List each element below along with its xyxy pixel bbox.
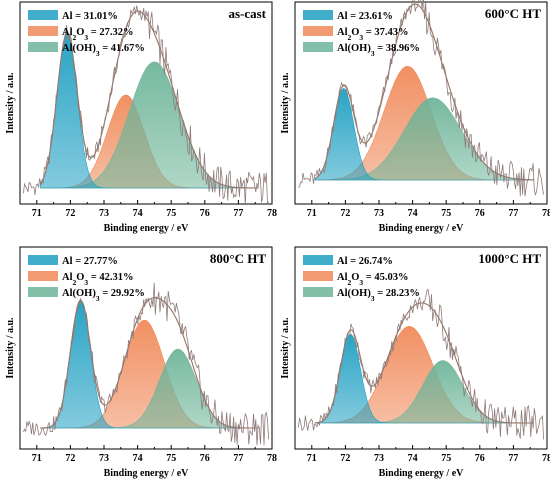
x-tick-label: 73 xyxy=(374,453,384,464)
legend-swatch-al2o3 xyxy=(303,26,333,36)
legend-swatch-al xyxy=(303,10,333,20)
x-tick-label: 72 xyxy=(340,453,350,464)
x-tick-label: 75 xyxy=(166,208,176,219)
x-tick-label: 75 xyxy=(441,453,451,464)
x-axis-label: Binding energy / eV xyxy=(379,468,465,479)
chart-panel-800c-ht: 71 72 73 74 75 76 77 78 Binding energy / eV Inten… xyxy=(5,246,277,479)
legend-label-al: Al = 26.74% xyxy=(337,256,393,267)
x-tick-label: 77 xyxy=(233,208,243,219)
plot-frame xyxy=(294,246,548,450)
x-tick-label: 74 xyxy=(408,208,418,219)
x-tick-label: 73 xyxy=(374,208,384,219)
legend-swatch-al2o3 xyxy=(303,271,333,281)
legend-swatch-aloh3 xyxy=(28,42,58,52)
x-tick-label: 76 xyxy=(200,208,210,219)
x-tick-label: 72 xyxy=(65,208,75,219)
y-axis-label: Intensity / a.u. xyxy=(5,317,16,379)
legend-label-al2o3: Al2O3 = 37.43% xyxy=(337,27,409,42)
legend-swatch-al xyxy=(303,255,333,265)
x-tick-label: 77 xyxy=(508,208,518,219)
chart-panel-1000c-ht: 71 72 73 74 75 76 77 78 Binding energy / eV Inten… xyxy=(280,246,550,479)
fit-envelope-line xyxy=(40,297,259,429)
x-tick-label: 75 xyxy=(441,208,451,219)
legend-swatch-aloh3 xyxy=(303,287,333,297)
peak-area-al xyxy=(314,333,534,424)
legend-swatch-al xyxy=(28,10,58,20)
x-axis-label: Binding energy / eV xyxy=(104,223,190,234)
x-tick-label: 72 xyxy=(65,453,75,464)
chart-panel-600c-ht: 71 72 73 74 75 76 77 78 Binding energy / eV Inten… xyxy=(280,0,550,234)
legend-label-aloh3: Al(OH)3 = 38.96% xyxy=(337,43,420,58)
legend-swatch-al2o3 xyxy=(28,26,58,36)
plot-frame xyxy=(19,246,273,450)
x-axis-label: Binding energy / eV xyxy=(104,468,190,479)
y-axis-label: Intensity / a.u. xyxy=(280,72,291,134)
legend-label-aloh3: Al(OH)3 = 28.23% xyxy=(337,288,420,303)
legend-label-aloh3: Al(OH)3 = 41.67% xyxy=(62,43,145,58)
x-tick-label: 71 xyxy=(32,208,42,219)
x-tick-label: 76 xyxy=(475,453,485,464)
x-tick-label: 71 xyxy=(307,208,317,219)
x-tick-label: 71 xyxy=(32,453,42,464)
x-tick-label: 78 xyxy=(267,208,277,219)
plot-frame xyxy=(19,1,273,205)
x-tick-label: 71 xyxy=(307,453,317,464)
legend-label-al: Al = 31.01% xyxy=(62,11,118,22)
panel-title: 800°C HT xyxy=(210,251,266,266)
chart-panel-as-cast: 71 72 73 74 75 76 77 78 Binding energy / eV Inten… xyxy=(5,1,277,234)
legend-label-al: Al = 27.77% xyxy=(62,256,118,267)
fit-envelope-line xyxy=(315,302,534,424)
raw-spectrum-line xyxy=(298,0,544,197)
x-tick-label: 73 xyxy=(99,453,109,464)
panel-title: 1000°C HT xyxy=(478,251,541,266)
legend-label-al: Al = 23.61% xyxy=(337,11,393,22)
x-tick-label: 73 xyxy=(99,208,109,219)
legend-swatch-aloh3 xyxy=(28,287,58,297)
legend-label-al2o3: Al2O3 = 42.31% xyxy=(62,272,134,287)
x-tick-label: 74 xyxy=(408,453,418,464)
legend-label-al2o3: Al2O3 = 27.32% xyxy=(62,27,134,42)
x-tick-label: 76 xyxy=(200,453,210,464)
legend-label-al2o3: Al2O3 = 45.03% xyxy=(337,272,409,287)
raw-spectrum-line xyxy=(23,282,269,446)
legend-swatch-al xyxy=(28,255,58,265)
x-axis-label: Binding energy / eV xyxy=(379,223,465,234)
x-tick-label: 78 xyxy=(542,453,550,464)
x-tick-label: 74 xyxy=(133,453,143,464)
x-tick-label: 75 xyxy=(166,453,176,464)
y-axis-label: Intensity / a.u. xyxy=(280,317,291,379)
x-tick-label: 74 xyxy=(133,208,143,219)
x-tick-label: 78 xyxy=(542,208,550,219)
x-tick-label: 76 xyxy=(475,208,485,219)
x-tick-label: 78 xyxy=(267,453,277,464)
raw-spectrum-line xyxy=(298,288,544,440)
x-tick-label: 72 xyxy=(340,208,350,219)
legend-swatch-al2o3 xyxy=(28,271,58,281)
x-tick-label: 77 xyxy=(508,453,518,464)
peak-area-al xyxy=(314,88,534,181)
panel-title: 600°C HT xyxy=(485,6,541,21)
raw-spectrum-line xyxy=(23,5,269,206)
y-axis-label: Intensity / a.u. xyxy=(5,72,16,134)
panel-title: as-cast xyxy=(228,6,266,21)
x-tick-label: 77 xyxy=(233,453,243,464)
legend-swatch-aloh3 xyxy=(303,42,333,52)
legend-label-aloh3: Al(OH)3 = 29.92% xyxy=(62,288,145,303)
